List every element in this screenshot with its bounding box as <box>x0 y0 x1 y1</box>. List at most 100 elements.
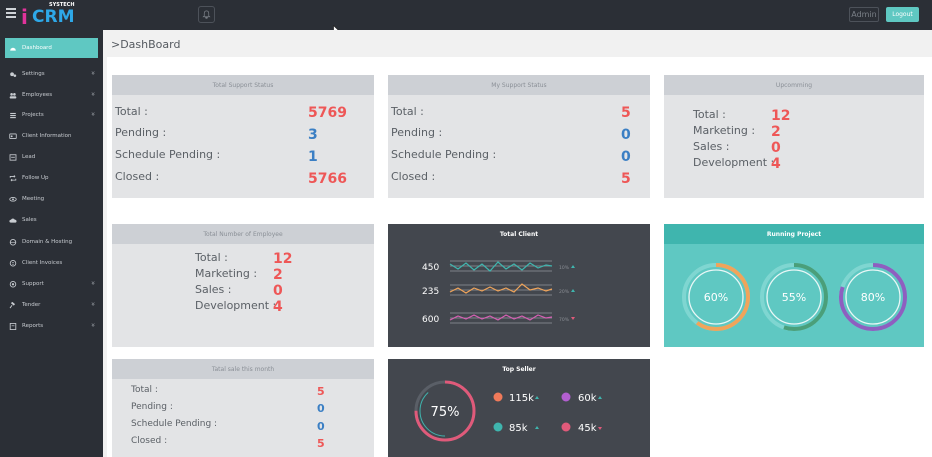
sidebar-item-dashboard[interactable]: Dashboard <box>5 38 98 58</box>
sidebar-item-label: Tender <box>22 302 41 308</box>
trend-down-icon <box>571 317 575 320</box>
sidebar-item-meeting[interactable]: Meeting <box>0 189 103 209</box>
sidebar-item-label: Client Information <box>22 133 72 139</box>
stat-value: 0 <box>317 402 325 415</box>
globe-icon <box>9 238 17 245</box>
top-seller-ring: 75% <box>414 380 476 442</box>
card-title: Tatal sale this month <box>112 359 374 379</box>
ring-label: 60% <box>704 291 728 304</box>
seller-value: 60k <box>578 393 597 404</box>
stat-label: Development : <box>693 156 775 169</box>
ring-label: 55% <box>782 291 806 304</box>
logout-button[interactable]: Logout <box>886 7 919 22</box>
gear-icon <box>10 71 17 77</box>
sidebar-item-label: Domain & Hosting <box>22 239 73 245</box>
chevron-expand-icon[interactable]: » <box>88 70 97 76</box>
seller-value: 115k <box>509 393 534 404</box>
sidebar-item-tender[interactable]: Tender » <box>0 295 103 315</box>
stat-label: Marketing : <box>693 124 756 137</box>
sidebar-item-sales[interactable]: Sales <box>0 210 103 230</box>
stat-label: Total : <box>115 105 148 118</box>
stat-label: Schedule Pending : <box>115 148 221 161</box>
stat-label: Pending : <box>115 126 167 139</box>
stat-value: 12 <box>771 108 791 124</box>
monthly-sale-card: Tatal sale this month Total : 5 Pending … <box>112 359 374 457</box>
logo-subtitle: SYSTECH <box>49 2 75 8</box>
top-bar: i CRM SYSTECH Admin Logout <box>0 0 932 30</box>
seller-value: 45k <box>578 423 597 434</box>
id-card-icon <box>9 133 17 139</box>
client-percent: 70% <box>559 317 570 323</box>
client-percent: 20% <box>559 289 570 295</box>
stat-value: 0 <box>273 283 283 299</box>
seller-value: 85k <box>509 423 528 434</box>
cloud-icon <box>9 218 17 223</box>
stat-label: Total : <box>131 385 158 395</box>
sidebar-item-lead[interactable]: Lead <box>0 147 103 167</box>
sidebar-item-label: Support <box>22 281 44 287</box>
menu-toggle-icon[interactable] <box>6 8 16 18</box>
bell-icon <box>202 10 211 19</box>
chevron-expand-icon[interactable]: » <box>88 91 97 97</box>
users-icon <box>9 92 17 99</box>
chevron-expand-icon[interactable]: » <box>88 280 97 286</box>
eye-icon <box>9 196 17 202</box>
invoice-icon <box>9 259 17 266</box>
client-sparkline <box>449 314 553 321</box>
sidebar-item-projects[interactable]: Projects » <box>0 105 103 125</box>
stat-value: 5 <box>621 105 631 121</box>
logo-i-glyph: i <box>21 5 28 29</box>
seller-dot <box>561 422 571 432</box>
trend-up-icon <box>598 396 602 399</box>
stat-value: 0 <box>317 420 325 433</box>
stat-value: 5 <box>621 171 631 187</box>
card-title: Top Seller <box>502 365 536 373</box>
ring-label: 80% <box>861 291 885 304</box>
seller-dot <box>561 392 571 402</box>
client-value: 450 <box>422 263 439 273</box>
notification-bell-button[interactable] <box>198 6 215 23</box>
top-seller-chart: 75% 115k 60k 85k 45k <box>414 380 602 442</box>
stat-label: Total : <box>195 251 228 264</box>
sidebar-item-settings[interactable]: Settings » <box>0 64 103 84</box>
sidebar-item-domain-hosting[interactable]: Domain & Hosting <box>0 232 103 252</box>
stat-value: 5 <box>317 437 325 450</box>
running-project-card: Running Project 60% 55% <box>664 224 924 347</box>
total-client-card: Total Client 450 235 600 10% 20% 70% <box>388 224 650 347</box>
sidebar-item-follow-up[interactable]: Follow Up <box>0 168 103 188</box>
total-client-sparklines: 450 235 600 10% 20% 70% <box>422 260 575 325</box>
sidebar-item-employees[interactable]: Employees » <box>0 85 103 105</box>
my-support-card: My Support Status Total : 5 Pending : 0 … <box>388 75 650 198</box>
sidebar-item-client-information[interactable]: Client Information <box>0 126 103 146</box>
sidebar-item-label: Sales <box>22 217 37 223</box>
list-icon <box>10 112 16 118</box>
stat-label: Pending : <box>391 126 443 139</box>
admin-button[interactable]: Admin <box>849 7 879 22</box>
upcoming-card: Upcomming Total : 12 Marketing : 2 Sales… <box>664 75 924 198</box>
chevron-expand-icon[interactable]: » <box>88 111 97 117</box>
stat-value: 2 <box>273 267 283 283</box>
stat-label: Sales : <box>693 140 730 153</box>
logo-brand: CRM <box>32 7 75 27</box>
chevron-expand-icon[interactable]: » <box>88 322 97 328</box>
employee-count-card: Total Number of Employee Total : 12 Mark… <box>112 224 374 347</box>
client-sparkline <box>449 261 553 272</box>
stat-label: Closed : <box>131 436 168 446</box>
sidebar-item-label: Meeting <box>22 196 45 202</box>
sidebar-item-reports[interactable]: Reports » <box>0 316 103 336</box>
sidebar-item-support[interactable]: Support » <box>0 274 103 294</box>
sidebar-item-label: Projects <box>22 112 44 118</box>
trend-down-icon <box>598 427 602 430</box>
trend-up-icon <box>535 396 539 399</box>
card-title: Total Number of Employee <box>112 224 374 244</box>
stat-label: Pending : <box>131 402 173 412</box>
main-area: >DashBoard Total Support Status Total : … <box>103 30 932 457</box>
dashboard-content: Total Support Status Total : 5769 Pendin… <box>107 57 932 457</box>
sidebar-item-client-invoices[interactable]: Client Invoices <box>0 253 103 273</box>
client-value: 235 <box>422 287 439 297</box>
stat-label: Closed : <box>391 170 436 183</box>
chevron-expand-icon[interactable]: » <box>88 301 97 307</box>
sidebar-item-label: Employees <box>22 92 53 98</box>
app-logo[interactable]: i CRM SYSTECH <box>18 1 75 29</box>
stat-label: Schedule Pending : <box>131 419 218 429</box>
